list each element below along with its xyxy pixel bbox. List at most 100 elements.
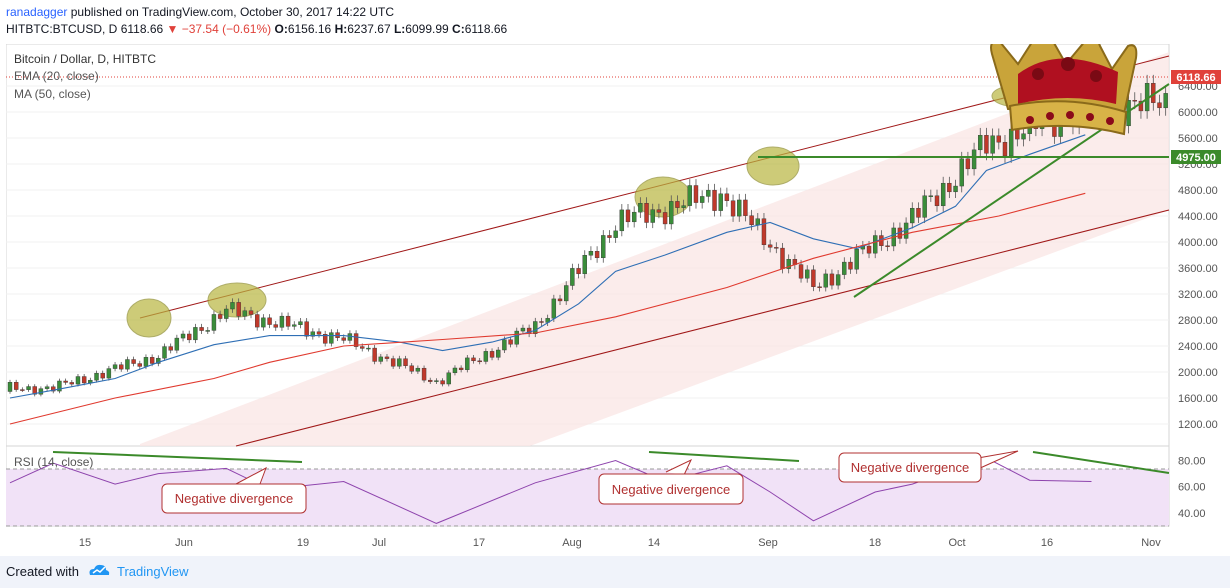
candle-body <box>217 314 223 319</box>
candle-body <box>910 207 915 224</box>
candle-body <box>502 339 507 351</box>
open-label: O: <box>274 22 288 36</box>
price-tick-label: 5600.00 <box>1178 133 1218 145</box>
chart-area[interactable]: 6400.00 6000.00 5600.00 5200.00 4800.00 4400.… <box>5 30 1224 554</box>
candle-body <box>409 365 414 372</box>
candle-body <box>916 207 921 218</box>
candle-body <box>51 386 56 392</box>
candle-body <box>940 182 946 207</box>
low-label: L: <box>393 22 406 36</box>
candle-body <box>953 185 958 193</box>
candle-body <box>1132 100 1137 102</box>
tradingview-brand-link[interactable]: TradingView <box>117 564 189 579</box>
price-axis: 6400.006000.005600.005200.004800.004400.… <box>1178 81 1218 431</box>
low-value: 6099.99 <box>405 22 449 36</box>
candle-body <box>372 347 377 362</box>
candle-body <box>137 363 142 367</box>
candle-body <box>656 209 662 213</box>
candle-body <box>156 357 161 364</box>
callout-2-text: Negative divergence <box>612 482 731 497</box>
candle-body <box>514 330 519 345</box>
time-tick-label: 16 <box>1041 537 1053 549</box>
candle-body <box>187 333 192 341</box>
top-highlight-1 <box>126 298 172 338</box>
candle-body <box>366 347 371 350</box>
open-value: 6156.16 <box>287 22 332 36</box>
candle-body <box>415 367 421 372</box>
candle-body <box>965 158 971 170</box>
candle-body <box>693 185 699 203</box>
price-tick-label: 1200.00 <box>1178 419 1218 431</box>
high-label: H: <box>334 22 348 36</box>
candle-body <box>32 386 37 395</box>
candle-body <box>483 351 489 362</box>
top-highlight-2 <box>207 282 267 318</box>
candle-body <box>13 382 19 390</box>
symbol-info: HITBTC:BTCUSD, D 6118.66 ▼ −37.54 (−0.61… <box>6 22 507 36</box>
candle-body <box>662 212 668 225</box>
candle-body <box>1008 128 1014 157</box>
candle-body <box>835 274 841 286</box>
price-tick-label: 1600.00 <box>1178 393 1218 405</box>
author-link[interactable]: ranadagger <box>6 5 68 19</box>
candle-body <box>69 382 74 385</box>
candle-body <box>193 327 198 341</box>
candle-body <box>267 317 272 325</box>
candle-body <box>959 158 964 187</box>
channel-fill <box>140 52 1169 446</box>
candle-body <box>706 189 711 197</box>
candle-body <box>397 358 402 367</box>
ema-line <box>9 134 1086 399</box>
candle-body <box>582 255 587 275</box>
candle-body <box>854 248 859 270</box>
candle-body <box>601 235 606 259</box>
candle-body <box>236 302 241 317</box>
candle-body <box>885 245 890 247</box>
candle-body <box>489 351 495 358</box>
close-value: 6118.66 <box>464 22 508 36</box>
time-tick-label: Jun <box>175 537 193 549</box>
level-price-tag <box>1171 150 1221 164</box>
candle-body <box>848 261 853 270</box>
candle-body <box>564 285 569 302</box>
candle-body <box>780 247 785 269</box>
time-tick-label: 14 <box>648 537 660 549</box>
candle-body <box>539 321 544 323</box>
candle-body <box>353 333 359 347</box>
time-tick-label: Jul <box>372 537 386 549</box>
candle-body <box>316 331 322 335</box>
candle-body <box>7 382 13 392</box>
candle-body <box>131 359 136 364</box>
candle-body <box>465 357 470 370</box>
candle-body <box>143 357 149 367</box>
candle-body <box>996 135 1001 143</box>
callout-1: Negative divergence <box>161 466 307 514</box>
rsi-tick-label: 60.00 <box>1178 482 1206 494</box>
time-tick-label: 18 <box>869 537 881 549</box>
top-highlight-3 <box>634 176 692 218</box>
candle-body <box>168 346 173 351</box>
candle-body <box>588 251 594 256</box>
candle-body <box>230 302 235 310</box>
candle-body <box>699 196 705 203</box>
candle-body <box>20 389 25 391</box>
candle-body <box>786 259 791 269</box>
time-tick-label: 15 <box>79 537 91 549</box>
crown-illustration <box>990 30 1138 136</box>
candle-body <box>100 372 105 379</box>
symbol-label: HITBTC:BTCUSD, D <box>6 22 118 36</box>
candle-body <box>94 372 99 381</box>
candle-body <box>971 149 977 170</box>
divergence-line-2 <box>648 451 800 462</box>
candle-body <box>440 380 445 385</box>
candle-body <box>261 317 266 328</box>
candle-body <box>471 357 476 362</box>
price-chart-svg[interactable]: 6400.006000.005600.005200.004800.004400.… <box>5 30 1224 554</box>
top-highlight-4 <box>746 146 800 186</box>
candle-body <box>421 367 427 381</box>
candle-body <box>934 195 940 207</box>
candle-body <box>254 314 260 328</box>
time-tick-label: Oct <box>948 537 965 549</box>
tradingview-logo-icon <box>89 564 110 575</box>
candle-body <box>224 308 229 319</box>
